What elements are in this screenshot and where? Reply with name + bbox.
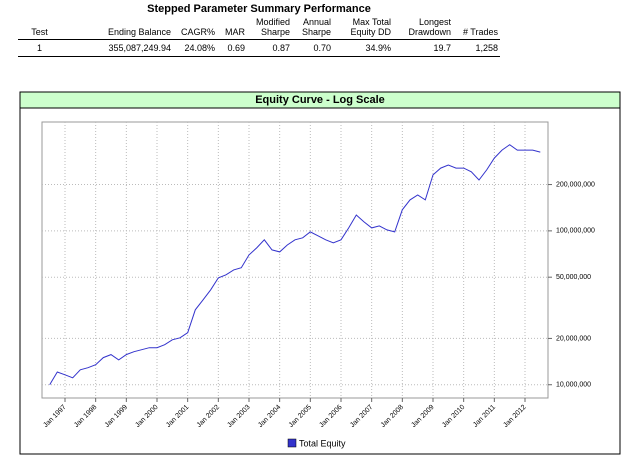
table-body: 1 355,087,249.94 24.08% 0.69 0.87 0.70 34.9% 19… <box>18 39 500 57</box>
table-cell: 0.70 <box>292 39 333 57</box>
header-cell: Max Total Equity DD <box>333 17 393 40</box>
legend-swatch <box>287 438 297 448</box>
table: Test Ending Balance CAGR% MAR Modified Sharp… <box>18 17 500 57</box>
y-tick-label: 20,000,000 <box>556 335 591 342</box>
table-cell: 34.9% <box>333 39 393 57</box>
header-cell: Annual Sharpe <box>292 17 333 40</box>
header-cell: # Trades <box>453 17 500 40</box>
table-cell: 355,087,249.94 <box>63 39 173 57</box>
plot-area <box>41 121 549 399</box>
table-cell: 19.7 <box>393 39 453 57</box>
header-row: Test Ending Balance CAGR% MAR Modified Sharp… <box>18 17 500 40</box>
header-cell: Longest Drawdown <box>393 17 453 40</box>
table-cell: 0.69 <box>217 39 247 57</box>
table-cell: 0.87 <box>247 39 292 57</box>
header-cell: CAGR% <box>173 17 217 40</box>
table-cell: 24.08% <box>173 39 217 57</box>
y-tick-label: 50,000,000 <box>556 274 591 281</box>
table-title: Stepped Parameter Summary Performance <box>147 3 371 15</box>
chart-title: Equity Curve - Log Scale <box>255 94 385 106</box>
title-bar <box>19 91 621 109</box>
y-tick-label: 100,000,000 <box>556 228 595 235</box>
header-cell: Ending Balance <box>63 17 173 40</box>
table-row: 1 355,087,249.94 24.08% 0.69 0.87 0.70 34.9% 19… <box>18 39 500 57</box>
table-cell: 1 <box>18 39 63 57</box>
header-cell: Test <box>18 17 63 40</box>
equity-line <box>49 144 541 385</box>
y-tick-label: 10,000,000 <box>556 382 591 389</box>
legend-label: Total Equity <box>299 438 346 448</box>
header-cell: Modified Sharpe <box>247 17 292 40</box>
header-cell: MAR <box>217 17 247 40</box>
table-cell: 1,258 <box>453 39 500 57</box>
y-tick-label: 200,000,000 <box>556 181 595 188</box>
summary-table: Stepped Parameter Summary Performance Te… <box>18 3 500 57</box>
